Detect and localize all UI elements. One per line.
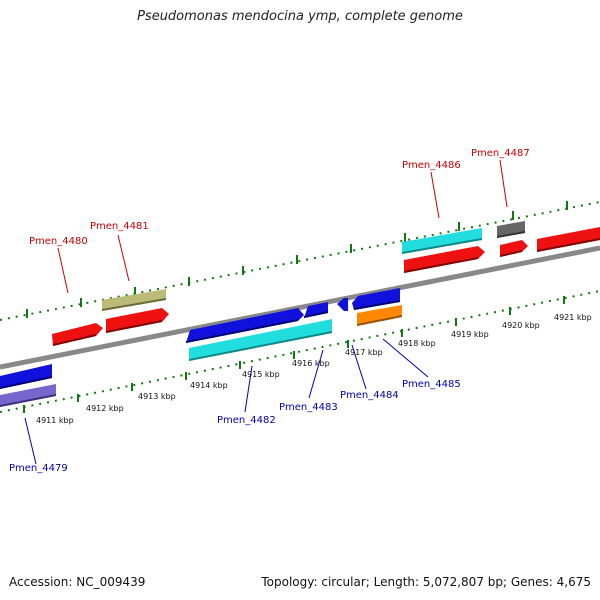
gene-block-4480[interactable] — [52, 323, 103, 346]
page-title: Pseudomonas mendocina ymp, complete geno… — [137, 9, 463, 24]
callout-line — [382, 338, 429, 378]
gene-block-olive[interactable] — [102, 289, 166, 311]
scale-label: 4912 kbp — [86, 404, 124, 413]
gene-block-4486[interactable] — [404, 246, 485, 273]
gene-label-4480[interactable]: Pmen_4480 — [29, 236, 88, 247]
gene-label-4487[interactable]: Pmen_4487 — [471, 148, 530, 159]
gene-block-4482[interactable] — [189, 319, 332, 361]
scale-label: 4921 kbp — [554, 313, 592, 322]
gene-block-red-right[interactable] — [537, 227, 600, 252]
scale-label: 4920 kbp — [502, 321, 540, 330]
scale-label: 4915 kbp — [242, 370, 280, 379]
accession-text: Accession: NC_009439 — [9, 575, 146, 589]
upper-tick-track — [0, 201, 600, 321]
gene-label-4481[interactable]: Pmen_4481 — [90, 221, 149, 232]
gene-label-4479[interactable]: Pmen_4479 — [9, 463, 68, 474]
gene-block-4485[interactable] — [357, 305, 402, 326]
scale-label: 4917 kbp — [345, 348, 383, 357]
gene-label-4483[interactable]: Pmen_4483 — [279, 402, 338, 413]
callout-line — [499, 159, 508, 208]
gene-features — [0, 221, 600, 407]
gene-block-blue-4485[interactable] — [352, 288, 400, 310]
gene-block-blue-left[interactable] — [0, 364, 52, 389]
gene-block-4479[interactable] — [0, 384, 56, 407]
genome-stats-text: Topology: circular; Length: 5,072,807 bp… — [261, 575, 591, 589]
scale-label: 4914 kbp — [190, 381, 228, 390]
callout-line — [430, 171, 440, 219]
callout-line — [117, 234, 130, 282]
gene-label-4485[interactable]: Pmen_4485 — [402, 379, 461, 390]
gene-label-4484[interactable]: Pmen_4484 — [340, 390, 399, 401]
genome-backbone — [0, 245, 600, 370]
gene-block-4487[interactable] — [500, 240, 528, 257]
scale-label: 4911 kbp — [36, 416, 74, 425]
callout-line — [244, 365, 253, 413]
scale-label: 4916 kbp — [292, 359, 330, 368]
gene-block-cyan-4486[interactable] — [402, 228, 482, 254]
callout-line — [57, 247, 69, 294]
gene-block-4481[interactable] — [106, 308, 169, 333]
scale-label: 4918 kbp — [398, 339, 436, 348]
scale-label: 4919 kbp — [451, 330, 489, 339]
scale-label: 4913 kbp — [138, 392, 176, 401]
callout-line — [24, 417, 37, 465]
gene-block-4484[interactable] — [337, 298, 348, 311]
major-ticks — [23, 201, 568, 413]
gene-label-4486[interactable]: Pmen_4486 — [402, 160, 461, 171]
gene-label-4482[interactable]: Pmen_4482 — [217, 415, 276, 426]
callout-line — [308, 349, 324, 399]
callout-line — [351, 344, 367, 390]
gene-block-blue-long[interactable] — [186, 308, 304, 343]
